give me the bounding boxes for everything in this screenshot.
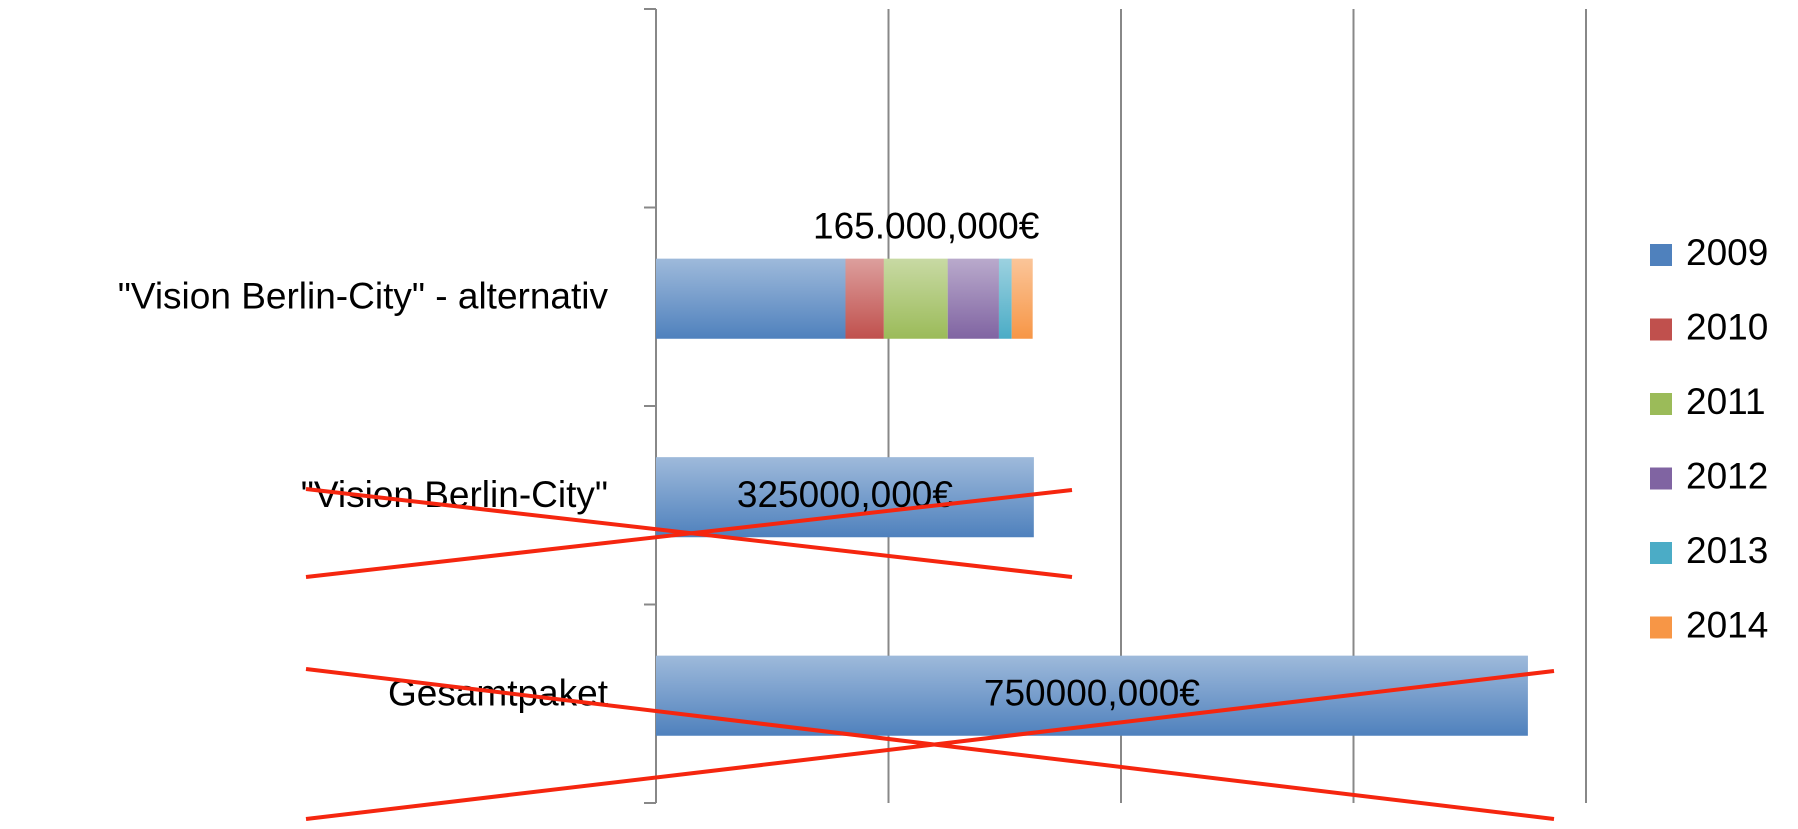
bar-sheen <box>998 258 1012 339</box>
strike-line <box>305 669 1555 821</box>
bar-label: 750000,000€ <box>984 673 1200 714</box>
legend-swatch <box>1650 616 1672 639</box>
legend-label: 2014 <box>1686 604 1768 645</box>
legend-label: 2010 <box>1686 306 1768 347</box>
strike-line <box>305 488 1073 579</box>
bar-sheen <box>845 258 884 339</box>
legend-swatch <box>1650 542 1672 564</box>
legend-label: 2012 <box>1686 455 1768 496</box>
bar-sheen <box>656 258 846 339</box>
bar-label: 165.000,000€ <box>813 206 1040 247</box>
bar-sheen <box>947 258 999 339</box>
legend-label: 2013 <box>1686 530 1768 571</box>
strike-marks <box>305 487 1555 821</box>
legend-swatch <box>1650 467 1672 490</box>
bar-sheen <box>1011 258 1033 339</box>
bar-sheen <box>656 655 1528 736</box>
y-tick-label: "Vision Berlin-City" - alternativ <box>118 276 609 317</box>
legend-label: 2011 <box>1686 381 1766 422</box>
legend-swatch <box>1650 393 1672 415</box>
labels: Gesamtpaket750000,000€"Vision Berlin-Cit… <box>118 206 1769 714</box>
bar-sheen <box>883 258 948 339</box>
legend-label: 2009 <box>1686 232 1768 273</box>
legend-swatch <box>1650 318 1672 341</box>
legend-swatch <box>1650 244 1672 266</box>
bars <box>656 258 1528 736</box>
bar-sheen <box>656 457 1034 538</box>
